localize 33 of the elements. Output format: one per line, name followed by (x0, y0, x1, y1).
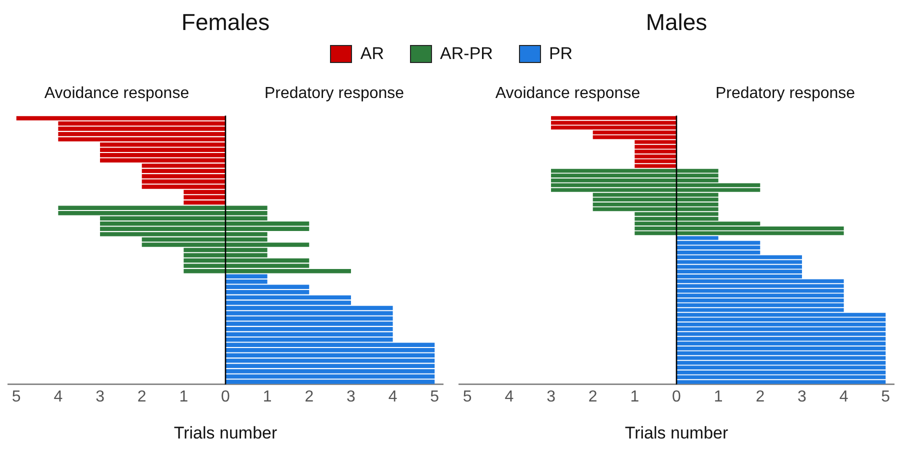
x-tick-label: 0 (672, 388, 682, 406)
x-tick-label: 5 (881, 388, 890, 406)
chart-title: Males (646, 9, 708, 36)
legend-label: PR (548, 44, 573, 64)
text: Predatory response (715, 85, 856, 102)
text: Avoidance response (44, 85, 190, 102)
text: Predatory response (264, 85, 404, 102)
x-tick-label: 3 (546, 388, 556, 406)
x-axis-title: Trials number (624, 423, 728, 442)
legend-label: AR (360, 44, 384, 64)
x-tick-label: 3 (346, 388, 356, 406)
x-tick-label: 4 (54, 388, 63, 406)
x-tick-label: 1 (714, 388, 723, 406)
x-tick-label: 1 (179, 388, 188, 406)
x-tick-label: 2 (304, 388, 314, 406)
chart-title: Females (181, 9, 270, 36)
x-tick-label: 1 (630, 388, 640, 406)
x-tick-label: 3 (96, 388, 105, 406)
x-tick-label: 3 (798, 388, 807, 406)
x-tick-label: 4 (839, 388, 848, 406)
x-tick-label: 4 (388, 388, 398, 406)
x-tick-label: 4 (504, 388, 514, 406)
x-axis-title: Trials number (174, 423, 278, 442)
x-tick-label: 2 (137, 388, 146, 406)
x-tick-label: 5 (430, 388, 440, 406)
text: Avoidance response (495, 85, 640, 102)
x-tick-label: 5 (12, 388, 21, 406)
x-tick-label: 2 (756, 388, 765, 406)
x-tick-label: 0 (221, 388, 230, 406)
x-tick-label: 2 (588, 388, 598, 406)
x-tick-label: 1 (262, 388, 272, 406)
x-tick-label: 5 (462, 388, 472, 406)
legend-label: AR-PR (440, 44, 493, 64)
